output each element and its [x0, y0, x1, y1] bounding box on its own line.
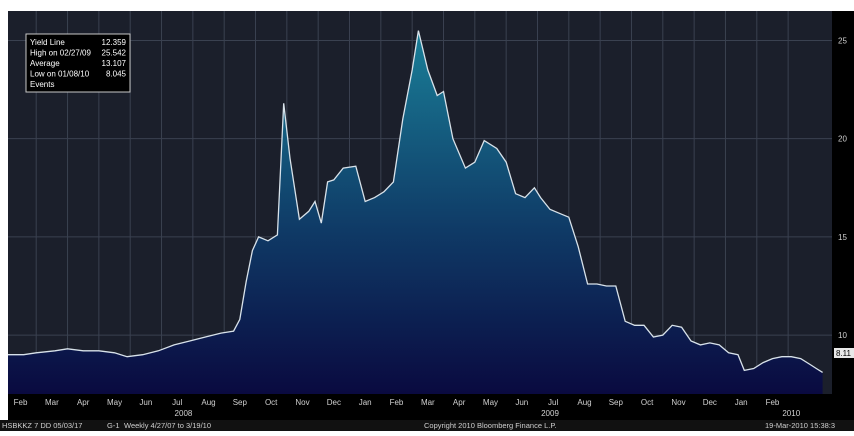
legend-row-label: Low on 01/08/10	[30, 70, 90, 79]
year-label: 2008	[175, 409, 193, 418]
x-tick-label: Oct	[641, 398, 654, 407]
x-tick-label: Sep	[233, 398, 248, 407]
x-tick-label: Jul	[172, 398, 182, 407]
x-tick-label: Apr	[77, 398, 90, 407]
legend-row-label: High on 02/27/09	[30, 49, 91, 58]
legend-row-value: 25.542	[102, 49, 127, 58]
footer-chart-code: G-1	[107, 421, 120, 430]
x-tick-label: Mar	[45, 398, 59, 407]
y-tick-label: 15	[838, 233, 847, 242]
x-tick-label: Aug	[577, 398, 591, 407]
x-tick-label: Dec	[703, 398, 717, 407]
last-value-text: 8.11	[836, 349, 852, 358]
x-tick-label: Feb	[14, 398, 28, 407]
x-tick-label: Dec	[327, 398, 341, 407]
x-tick-label: Nov	[671, 398, 685, 407]
x-tick-label: Aug	[201, 398, 215, 407]
legend-box: Yield Line 12.359 High on 02/27/09 25.542 Av…	[26, 34, 130, 92]
legend-row-label: Yield Line	[30, 38, 65, 47]
last-value-tag: 8.11	[834, 348, 854, 358]
year-label: 2010	[782, 409, 800, 418]
footer-timestamp: 19-Mar-2010 15:38:3	[765, 421, 835, 430]
footer-copyright: Copyright 2010 Bloomberg Finance L.P.	[424, 421, 556, 430]
x-tick-label: Oct	[265, 398, 278, 407]
legend-row-value: 8.045	[106, 70, 127, 79]
x-tick-label: May	[107, 398, 122, 407]
year-label: 2009	[541, 409, 559, 418]
x-tick-label: Jul	[548, 398, 558, 407]
x-tick-label: Feb	[766, 398, 780, 407]
legend-row-value: 13.107	[102, 59, 127, 68]
x-tick-label: May	[483, 398, 498, 407]
legend-row-value: 12.359	[102, 38, 127, 47]
footer-range: Weekly 4/27/07 to 3/19/10	[124, 421, 211, 430]
y-tick-label: 25	[838, 36, 847, 45]
x-tick-label: Apr	[453, 398, 466, 407]
footer-ticker: HSBKKZ 7 DD 05/03/17	[2, 421, 82, 430]
x-tick-label: Mar	[421, 398, 435, 407]
x-tick-label: Feb	[390, 398, 404, 407]
x-tick-label: Nov	[295, 398, 309, 407]
x-tick-label: Jan	[359, 398, 372, 407]
legend-row-label: Average	[30, 59, 60, 68]
x-tick-label: Jan	[735, 398, 748, 407]
y-tick-label: 10	[838, 331, 847, 340]
x-tick-label: Sep	[609, 398, 624, 407]
x-tick-label: Jun	[515, 398, 528, 407]
x-tick-label: Jun	[139, 398, 152, 407]
legend-row-label: Events	[30, 80, 54, 89]
y-tick-label: 20	[838, 135, 847, 144]
